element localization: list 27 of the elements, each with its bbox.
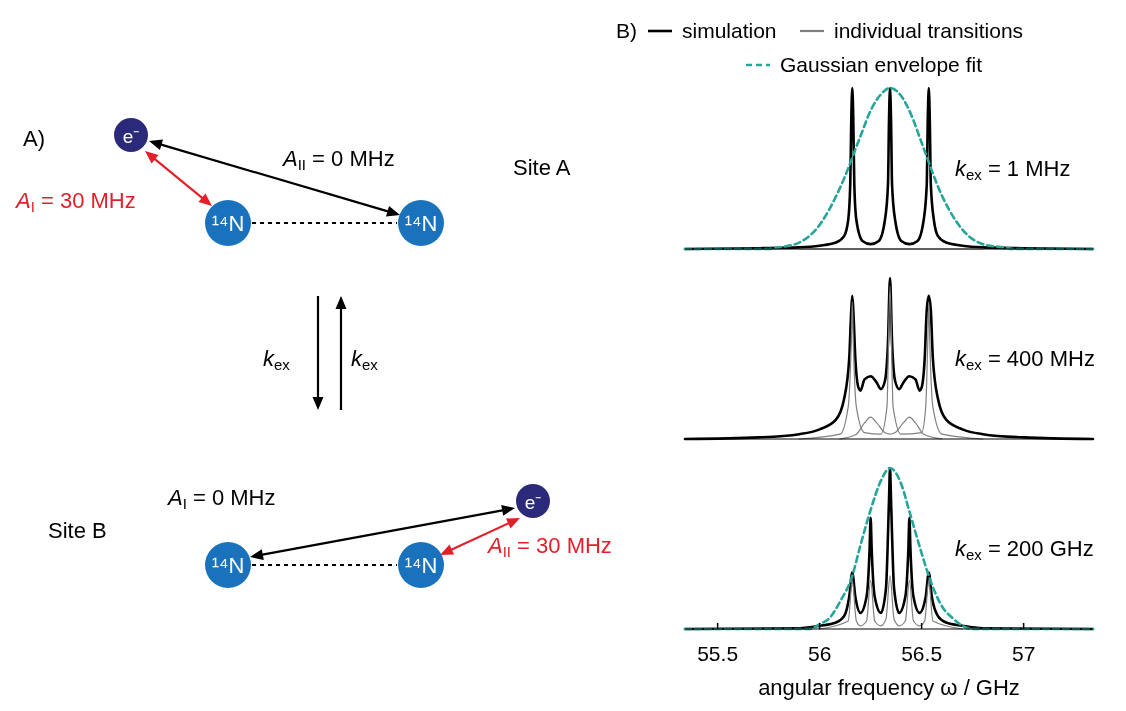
x-axis-title: angular frequency ω / GHz bbox=[758, 675, 1020, 700]
text: k$_{ex}$ bbox=[351, 346, 379, 373]
legend-label: Gaussian envelope fit bbox=[780, 53, 983, 76]
text: A) bbox=[23, 126, 45, 151]
legend-label: simulation bbox=[682, 19, 777, 42]
annotation: k$_{ex}$ = 400 MHz bbox=[955, 346, 1095, 373]
x-tick-label: 56.5 bbox=[901, 642, 943, 665]
text: ¹⁴N bbox=[211, 553, 245, 578]
annotation: k$_{ex}$ = 1 MHz bbox=[955, 156, 1071, 183]
text: Site A bbox=[513, 155, 571, 180]
text: ¹⁴N bbox=[404, 211, 438, 236]
text: A$_{I}$ = 0 MHz bbox=[166, 485, 276, 512]
x-tick-label: 57 bbox=[1011, 642, 1036, 665]
text: ¹⁴N bbox=[404, 553, 438, 578]
annotation: k$_{ex}$ = 200 GHz bbox=[955, 536, 1094, 563]
text: k$_{ex}$ bbox=[263, 346, 291, 373]
x-tick-label: 55.5 bbox=[697, 642, 739, 665]
text: A$_{II}$ = 0 MHz bbox=[281, 146, 395, 173]
text: A$_{I}$ = 30 MHz bbox=[14, 188, 136, 215]
text: B) bbox=[616, 19, 637, 42]
text: A$_{II}$ = 30 MHz bbox=[486, 533, 612, 560]
text: Site B bbox=[48, 518, 107, 543]
x-tick-label: 56 bbox=[807, 642, 832, 665]
legend-label: individual transitions bbox=[834, 19, 1024, 42]
text: e⁻ bbox=[524, 492, 542, 513]
text: ¹⁴N bbox=[211, 211, 245, 236]
text: e⁻ bbox=[122, 126, 140, 147]
